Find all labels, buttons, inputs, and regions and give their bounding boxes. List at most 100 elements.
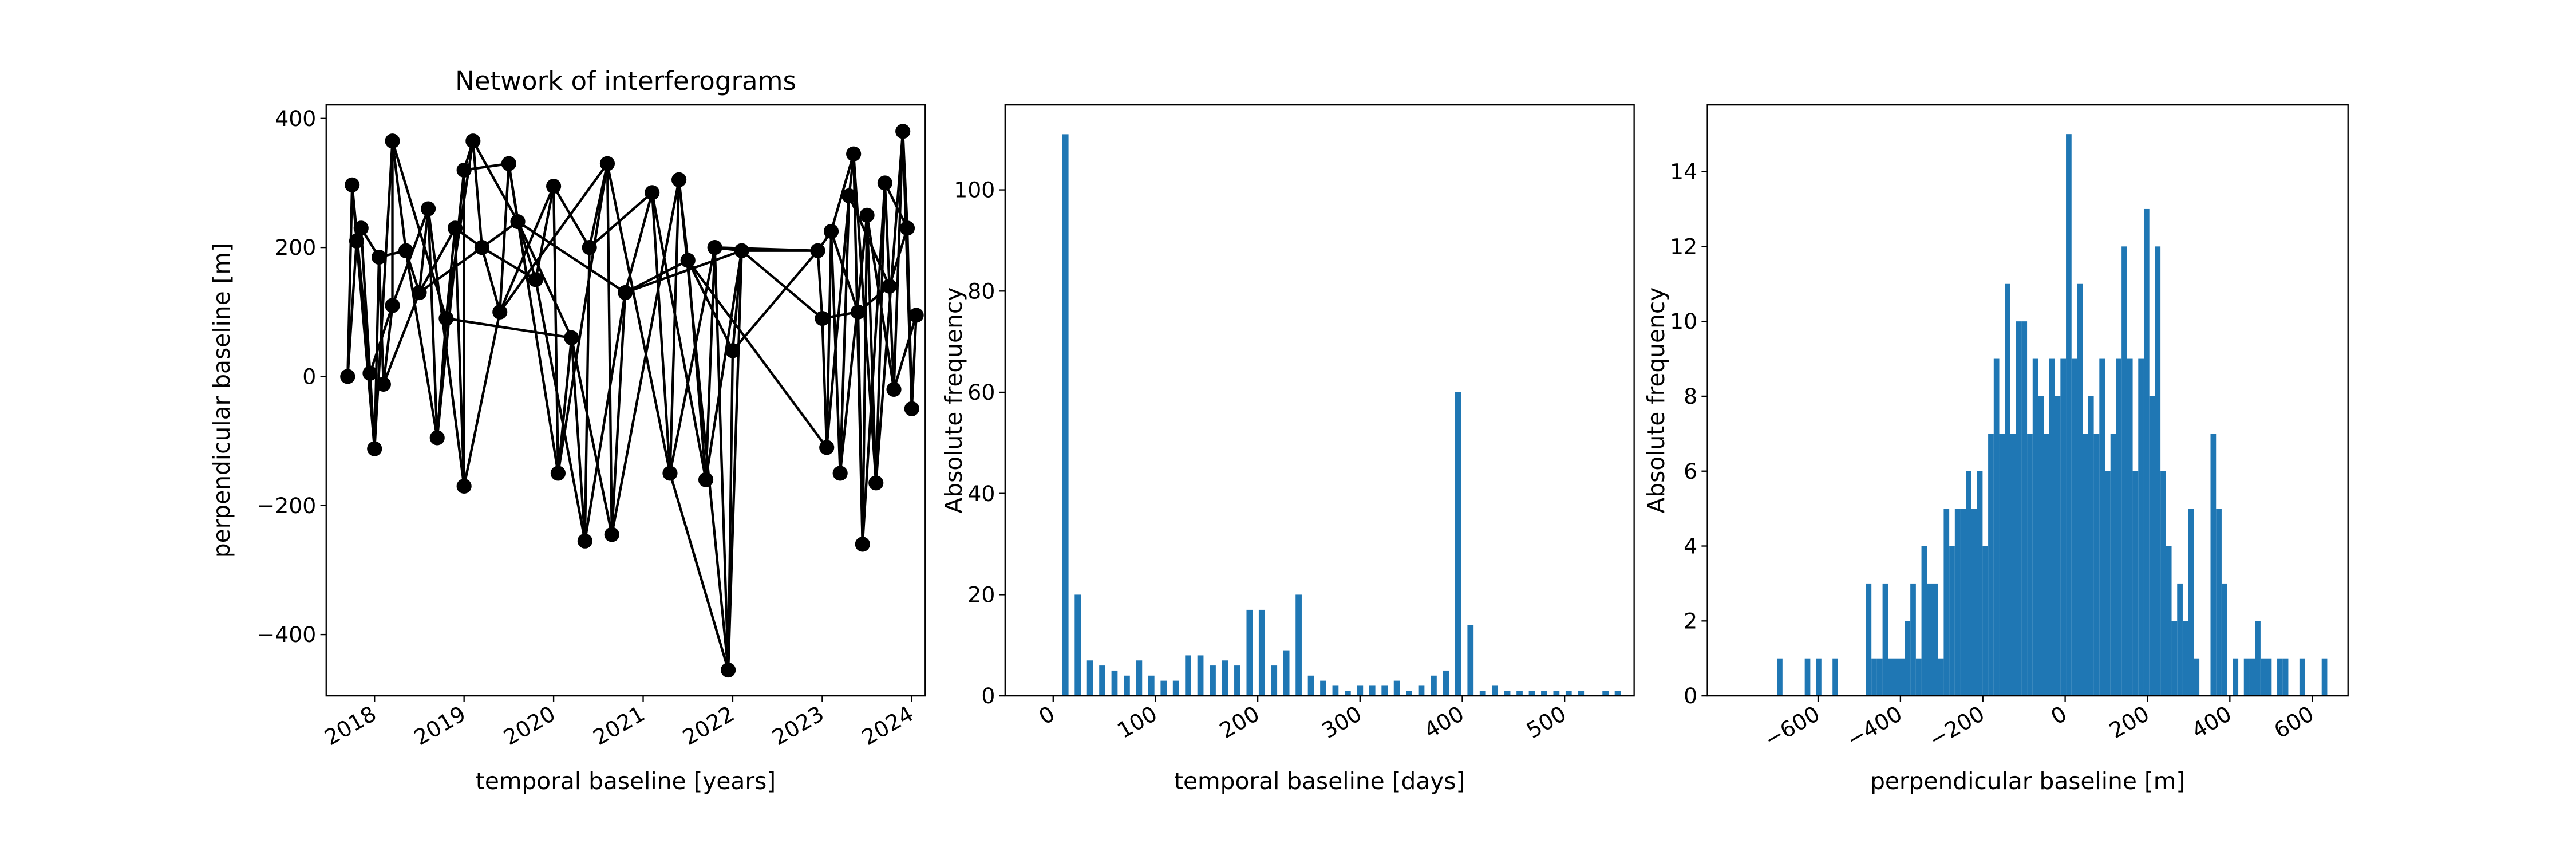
node bbox=[662, 466, 678, 481]
bar bbox=[2233, 658, 2239, 696]
bar bbox=[1160, 680, 1167, 696]
bar bbox=[1899, 658, 1905, 696]
node bbox=[429, 430, 445, 446]
bar bbox=[2121, 246, 2127, 696]
y-tick-label: 4 bbox=[1684, 534, 1697, 559]
edge bbox=[910, 315, 918, 409]
edge bbox=[426, 208, 438, 438]
axes-frame bbox=[325, 104, 926, 697]
node bbox=[564, 330, 579, 345]
bar bbox=[1345, 691, 1351, 696]
node bbox=[362, 365, 378, 381]
bar bbox=[1381, 685, 1388, 696]
edge bbox=[499, 186, 555, 313]
y-tick-label: 200 bbox=[275, 235, 316, 260]
y-tick-label: 14 bbox=[1670, 159, 1697, 184]
bar bbox=[2138, 358, 2144, 696]
bar bbox=[1578, 691, 1585, 696]
bar bbox=[1876, 658, 1883, 696]
bar bbox=[1369, 685, 1376, 696]
edge bbox=[839, 195, 851, 474]
bar bbox=[1999, 434, 2005, 696]
bar bbox=[1993, 358, 2000, 696]
edge bbox=[704, 247, 716, 480]
edge bbox=[418, 227, 456, 294]
bar bbox=[1866, 583, 1872, 696]
node bbox=[447, 220, 463, 236]
bar bbox=[1777, 658, 1783, 696]
y-tick-label: 80 bbox=[967, 278, 995, 304]
node bbox=[707, 240, 722, 255]
edge bbox=[901, 131, 913, 409]
bar bbox=[1222, 660, 1228, 696]
node bbox=[734, 243, 749, 258]
bar bbox=[2260, 658, 2266, 696]
edge bbox=[472, 141, 484, 248]
node bbox=[385, 133, 400, 149]
edge bbox=[382, 305, 394, 385]
edge bbox=[346, 184, 354, 377]
edge bbox=[606, 163, 671, 474]
edge bbox=[588, 191, 653, 249]
edge bbox=[556, 163, 609, 474]
edge bbox=[732, 250, 819, 352]
bar bbox=[2160, 471, 2166, 696]
bar bbox=[1971, 509, 1977, 696]
bar bbox=[2083, 434, 2088, 696]
node bbox=[421, 201, 436, 216]
node bbox=[550, 466, 566, 481]
bar bbox=[1982, 546, 1989, 696]
edge bbox=[852, 153, 878, 483]
x-axis-label: temporal baseline [days] bbox=[1174, 767, 1465, 795]
edge bbox=[346, 241, 358, 377]
edge bbox=[861, 183, 887, 545]
bar bbox=[1320, 680, 1326, 696]
node bbox=[349, 233, 365, 249]
node bbox=[841, 188, 857, 204]
y-tick-label: 10 bbox=[1670, 309, 1697, 334]
bar bbox=[1271, 665, 1278, 696]
node bbox=[895, 124, 911, 139]
bar bbox=[2266, 658, 2272, 696]
edge bbox=[741, 250, 823, 320]
bar bbox=[1283, 650, 1290, 696]
edge bbox=[436, 170, 465, 438]
edge bbox=[463, 312, 501, 487]
edge bbox=[825, 231, 833, 448]
edge bbox=[726, 250, 743, 671]
bar bbox=[1148, 675, 1155, 696]
bar bbox=[1492, 685, 1499, 696]
axes-frame bbox=[1004, 104, 1635, 697]
edge bbox=[552, 185, 591, 249]
bar bbox=[1927, 583, 1933, 696]
edge bbox=[625, 249, 742, 294]
node bbox=[582, 240, 597, 255]
node bbox=[371, 249, 387, 265]
node bbox=[823, 223, 839, 239]
bar bbox=[1938, 658, 1944, 696]
bar bbox=[2005, 283, 2010, 696]
bar bbox=[2221, 583, 2227, 696]
edge bbox=[875, 131, 904, 483]
bar bbox=[2210, 434, 2217, 696]
node bbox=[474, 240, 490, 255]
bar bbox=[1332, 685, 1339, 696]
node bbox=[859, 207, 875, 223]
bar bbox=[1602, 691, 1609, 696]
node bbox=[345, 177, 360, 192]
edge bbox=[686, 259, 734, 352]
y-tick-label: 100 bbox=[954, 178, 995, 203]
bar bbox=[1977, 471, 1983, 696]
edge bbox=[355, 241, 376, 449]
bar bbox=[2216, 509, 2222, 696]
edge bbox=[404, 250, 438, 438]
bar bbox=[2049, 358, 2055, 696]
node bbox=[353, 220, 369, 236]
bar bbox=[2016, 321, 2022, 696]
edge bbox=[382, 292, 421, 385]
node bbox=[618, 285, 633, 301]
bar bbox=[1197, 655, 1204, 696]
bar bbox=[2255, 621, 2261, 696]
